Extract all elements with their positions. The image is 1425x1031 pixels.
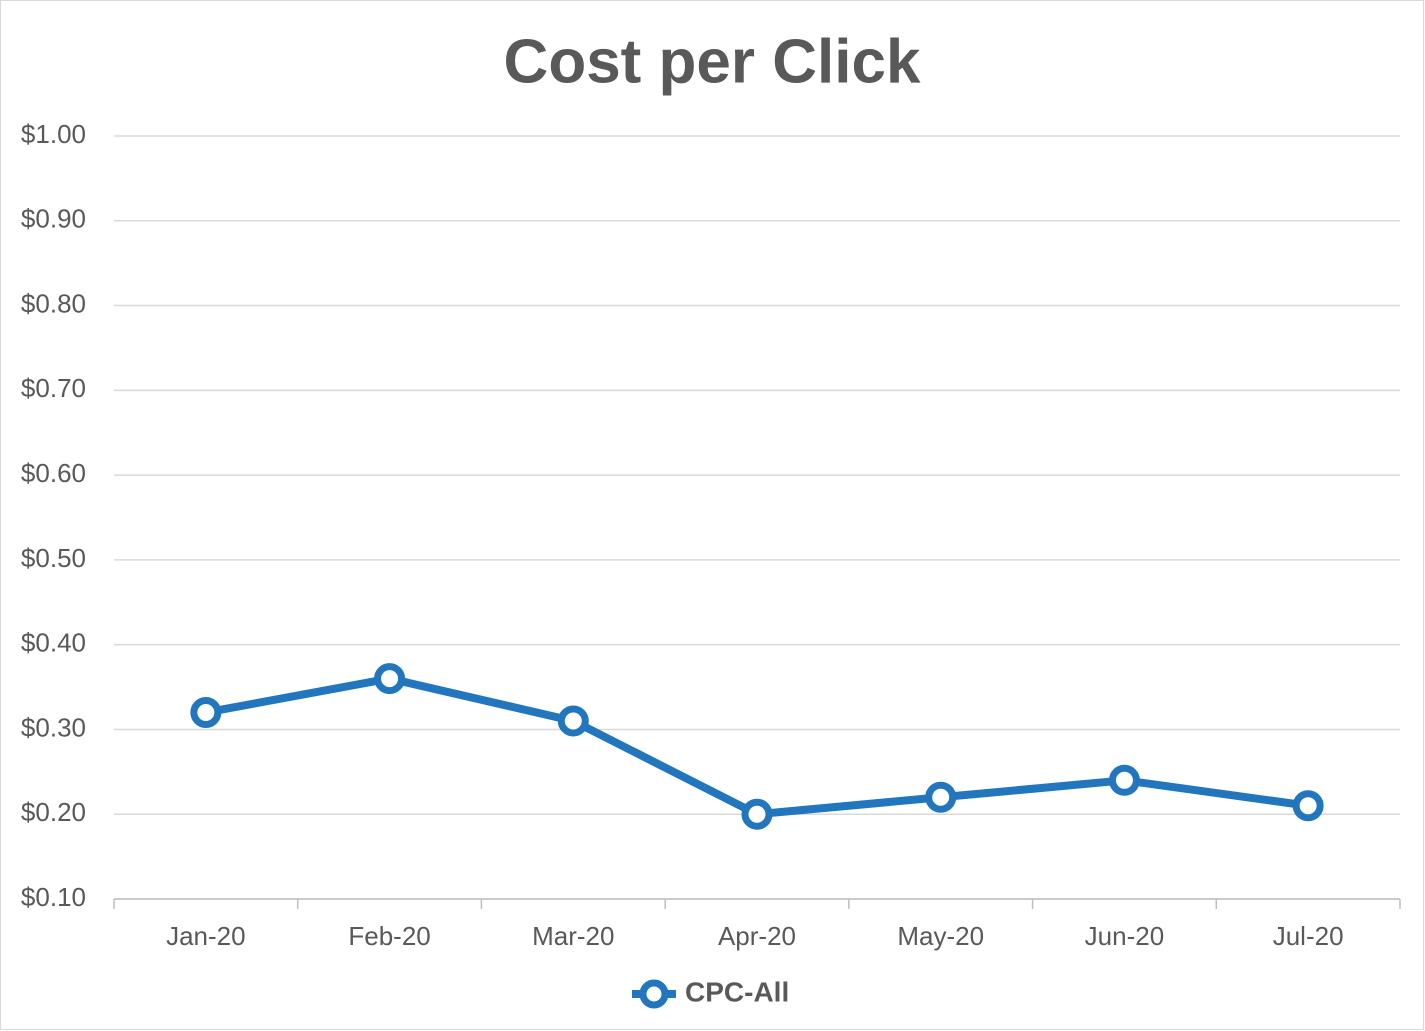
x-tick-label: Jun-20: [1085, 921, 1165, 951]
x-tick-label: Apr-20: [718, 921, 796, 951]
legend-label: CPC-All: [685, 976, 789, 1007]
x-tick-label: Mar-20: [532, 921, 614, 951]
data-point: [557, 705, 589, 737]
y-tick-label: $0.40: [21, 628, 86, 658]
x-tick-label: Jan-20: [166, 921, 246, 951]
y-tick-label: $0.90: [21, 204, 86, 234]
data-point: [374, 663, 406, 695]
y-tick-label: $0.20: [21, 797, 86, 827]
x-tick-label: Feb-20: [348, 921, 430, 951]
y-tick-label: $0.60: [21, 458, 86, 488]
y-tick-label: $0.80: [21, 288, 86, 318]
data-point: [925, 781, 957, 813]
x-tick-label: May-20: [897, 921, 984, 951]
y-tick-label: $0.70: [21, 373, 86, 403]
x-tick-label: Jul-20: [1273, 921, 1344, 951]
y-tick-label: $0.10: [21, 882, 86, 912]
y-tick-label: $0.30: [21, 712, 86, 742]
legend-marker: [639, 979, 669, 1009]
data-point: [1292, 790, 1324, 822]
chart-title: Cost per Click: [504, 27, 921, 96]
y-tick-label: $0.50: [21, 543, 86, 573]
data-point: [190, 696, 222, 728]
data-point: [1108, 764, 1140, 796]
y-tick-label: $1.00: [21, 119, 86, 149]
data-point: [741, 798, 773, 830]
